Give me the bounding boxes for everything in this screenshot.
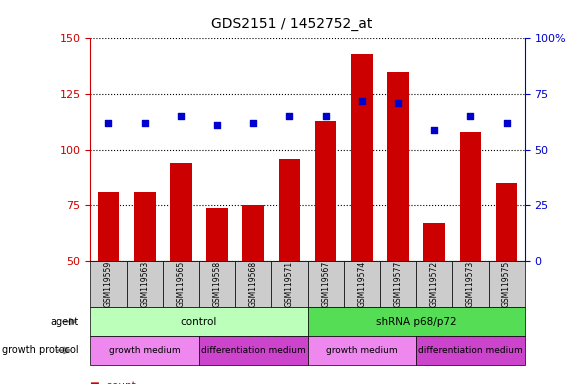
Point — [176, 113, 185, 119]
Text: control: control — [181, 316, 217, 327]
Text: GDS2151 / 1452752_at: GDS2151 / 1452752_at — [211, 17, 372, 31]
Point — [502, 120, 511, 126]
Bar — [243, 205, 264, 261]
Text: growth medium: growth medium — [109, 346, 181, 355]
Text: growth protocol: growth protocol — [2, 345, 79, 356]
Bar — [97, 192, 120, 261]
Text: GSM119571: GSM119571 — [285, 261, 294, 307]
Bar — [134, 192, 156, 261]
Bar — [206, 208, 228, 261]
Point — [466, 113, 475, 119]
Bar — [496, 183, 518, 261]
Text: GSM119574: GSM119574 — [357, 261, 366, 307]
Point — [212, 122, 222, 128]
Point — [394, 100, 403, 106]
Text: GSM119559: GSM119559 — [104, 261, 113, 307]
Point — [140, 120, 149, 126]
Bar — [387, 72, 409, 261]
Bar — [351, 54, 373, 261]
Text: ■  count: ■ count — [90, 381, 136, 384]
Text: growth medium: growth medium — [326, 346, 398, 355]
Text: GSM119565: GSM119565 — [176, 261, 185, 307]
Text: GSM119563: GSM119563 — [140, 261, 149, 307]
Point — [285, 113, 294, 119]
Bar — [170, 163, 192, 261]
Point — [430, 127, 439, 133]
Text: GSM119558: GSM119558 — [213, 261, 222, 307]
Point — [104, 120, 113, 126]
Bar — [459, 132, 481, 261]
Bar — [423, 223, 445, 261]
Bar — [279, 159, 300, 261]
Text: GSM119575: GSM119575 — [502, 261, 511, 307]
Bar — [315, 121, 336, 261]
Text: shRNA p68/p72: shRNA p68/p72 — [376, 316, 456, 327]
Text: differentiation medium: differentiation medium — [201, 346, 305, 355]
Point — [357, 98, 367, 104]
Point — [321, 113, 331, 119]
Text: GSM119573: GSM119573 — [466, 261, 475, 307]
Text: differentiation medium: differentiation medium — [418, 346, 523, 355]
Text: GSM119577: GSM119577 — [394, 261, 402, 307]
Text: GSM119567: GSM119567 — [321, 261, 330, 307]
Text: GSM119572: GSM119572 — [430, 261, 439, 307]
Text: agent: agent — [51, 316, 79, 327]
Text: GSM119568: GSM119568 — [249, 261, 258, 307]
Point — [248, 120, 258, 126]
